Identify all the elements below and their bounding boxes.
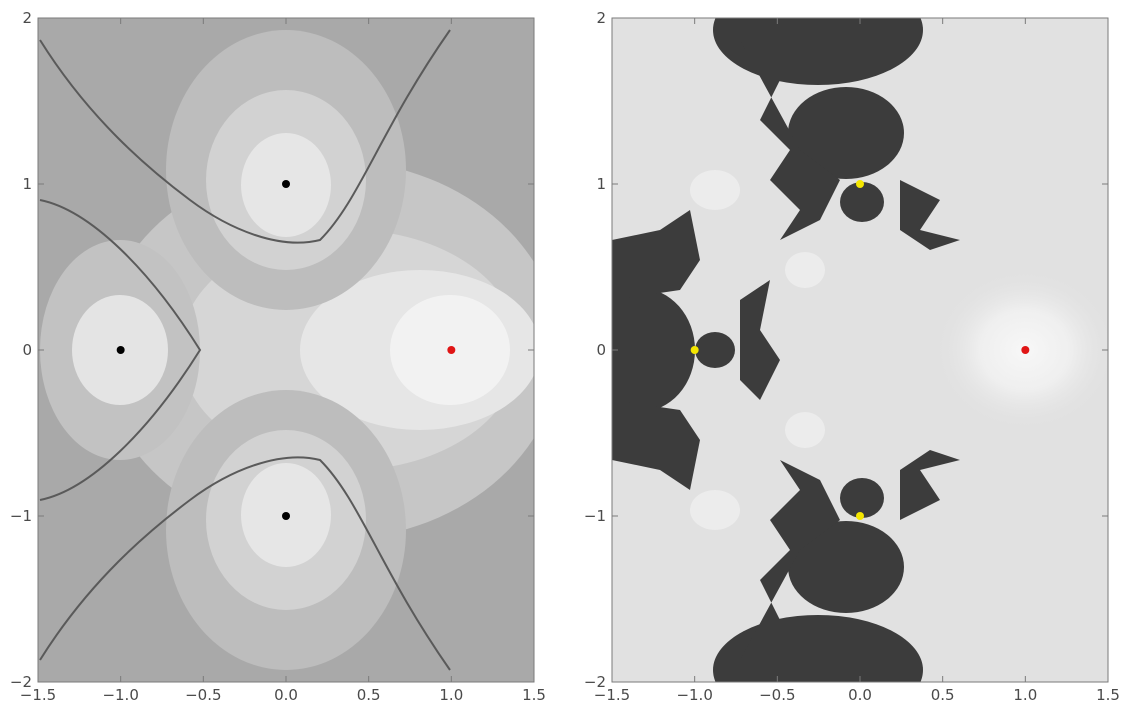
y-tick-label: 0	[596, 341, 606, 359]
x-tick-label: −0.5	[185, 686, 221, 704]
left-points	[116, 180, 456, 520]
left-x-ticks: −1.5 −1.0 −0.5 0.0 0.5 1.0 1.5	[20, 18, 546, 704]
root-point	[856, 512, 864, 520]
x-tick-label: −1.0	[676, 686, 712, 704]
right-points	[690, 180, 1030, 520]
x-tick-label: −1.0	[102, 686, 138, 704]
root-point	[116, 346, 125, 354]
left-basin-image	[38, 18, 534, 682]
y-tick-label: −1	[10, 507, 32, 525]
y-tick-label: 1	[22, 175, 32, 193]
x-tick-label: 0.0	[848, 686, 872, 704]
right-basin-image	[612, 18, 1108, 682]
x-tick-label: −1.5	[20, 686, 56, 704]
left-panel: −1.5 −1.0 −0.5 0.0 0.5 1.0 1.5 2 1 0 −1 −2	[10, 9, 546, 704]
x-tick-label: 1.0	[1013, 686, 1037, 704]
left-y-ticks: 2 1 0 −1 −2	[10, 9, 534, 691]
right-y-ticks: 2 1 0 −1 −2	[584, 9, 1108, 691]
x-tick-label: 1.0	[439, 686, 463, 704]
x-tick-label: 0.5	[357, 686, 381, 704]
y-tick-label: 2	[22, 9, 32, 27]
root-point	[690, 346, 699, 354]
x-tick-label: 1.5	[522, 686, 546, 704]
x-tick-label: 1.5	[1096, 686, 1120, 704]
x-tick-label: −1.5	[594, 686, 630, 704]
y-tick-label: −1	[584, 507, 606, 525]
y-tick-label: −2	[10, 673, 32, 691]
root-point	[282, 512, 290, 520]
y-tick-label: −2	[584, 673, 606, 691]
y-tick-label: 0	[22, 341, 32, 359]
x-tick-label: −0.5	[759, 686, 795, 704]
y-tick-label: 2	[596, 9, 606, 27]
root-point	[856, 180, 864, 188]
root-point	[447, 346, 456, 354]
right-panel: −1.5 −1.0 −0.5 0.0 0.5 1.0 1.5 2 1 0 −1 −2	[584, 9, 1120, 704]
x-tick-label: 0.5	[931, 686, 955, 704]
x-tick-label: 0.0	[274, 686, 298, 704]
root-point	[282, 180, 290, 188]
root-point	[1021, 346, 1030, 354]
y-tick-label: 1	[596, 175, 606, 193]
right-x-ticks: −1.5 −1.0 −0.5 0.0 0.5 1.0 1.5	[594, 18, 1120, 704]
